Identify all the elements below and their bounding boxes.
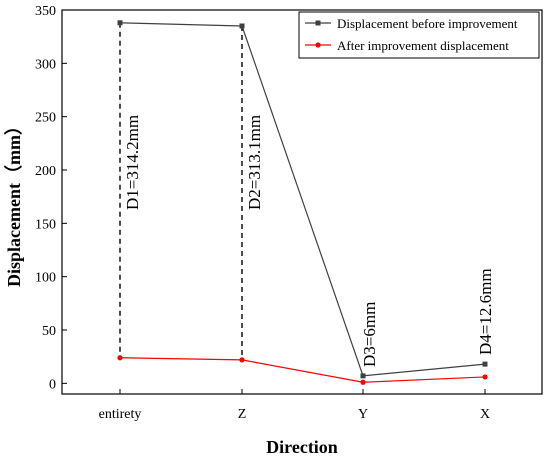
- data-point: [239, 357, 245, 363]
- x-tick-label: entirety: [99, 407, 142, 422]
- data-point: [117, 355, 123, 361]
- x-tick-label: X: [480, 407, 490, 422]
- x-tick-label: Z: [238, 407, 247, 422]
- legend-marker: [315, 42, 321, 48]
- y-tick-label: 100: [35, 271, 56, 286]
- data-point: [482, 374, 488, 380]
- series-line: [119, 22, 486, 377]
- data-point: [482, 361, 488, 367]
- y-tick-label: 0: [49, 377, 56, 392]
- y-axis-title: Displacement（mm）: [4, 117, 24, 287]
- data-point: [360, 373, 366, 379]
- legend-box: [298, 11, 540, 59]
- y-tick-label: 300: [35, 57, 56, 72]
- y-axis: 0 50 100 150 200 250 300 350: [35, 4, 67, 392]
- legend-marker: [315, 20, 321, 26]
- x-tick-label: Y: [358, 407, 368, 422]
- x-axis-title: Direction: [266, 437, 338, 457]
- series-line: [119, 357, 486, 383]
- data-point: [117, 20, 123, 26]
- legend-label: After improvement displacement: [337, 38, 509, 53]
- series-layer: [117, 20, 488, 385]
- plot-frame: [61, 9, 543, 395]
- annotations-layer: D1=314.2mm D2=313.1mm D3=6mm D4=12.6mm: [119, 22, 495, 367]
- y-tick-label: 350: [35, 4, 56, 19]
- legend-label: Displacement before improvement: [337, 16, 518, 31]
- x-axis: entirety Z Y X: [99, 389, 490, 422]
- data-point: [239, 23, 245, 29]
- data-point: [360, 379, 366, 385]
- y-tick-label: 150: [35, 217, 56, 232]
- difference-label: D1=314.2mm: [123, 115, 142, 210]
- legend: Displacement before improvement After imp…: [298, 11, 540, 59]
- y-tick-label: 50: [42, 324, 56, 339]
- y-tick-label: 200: [35, 164, 56, 179]
- difference-label: D3=6mm: [360, 302, 379, 367]
- y-tick-label: 250: [35, 111, 56, 126]
- difference-label: D2=313.1mm: [245, 115, 264, 210]
- difference-label: D4=12.6mm: [476, 268, 495, 355]
